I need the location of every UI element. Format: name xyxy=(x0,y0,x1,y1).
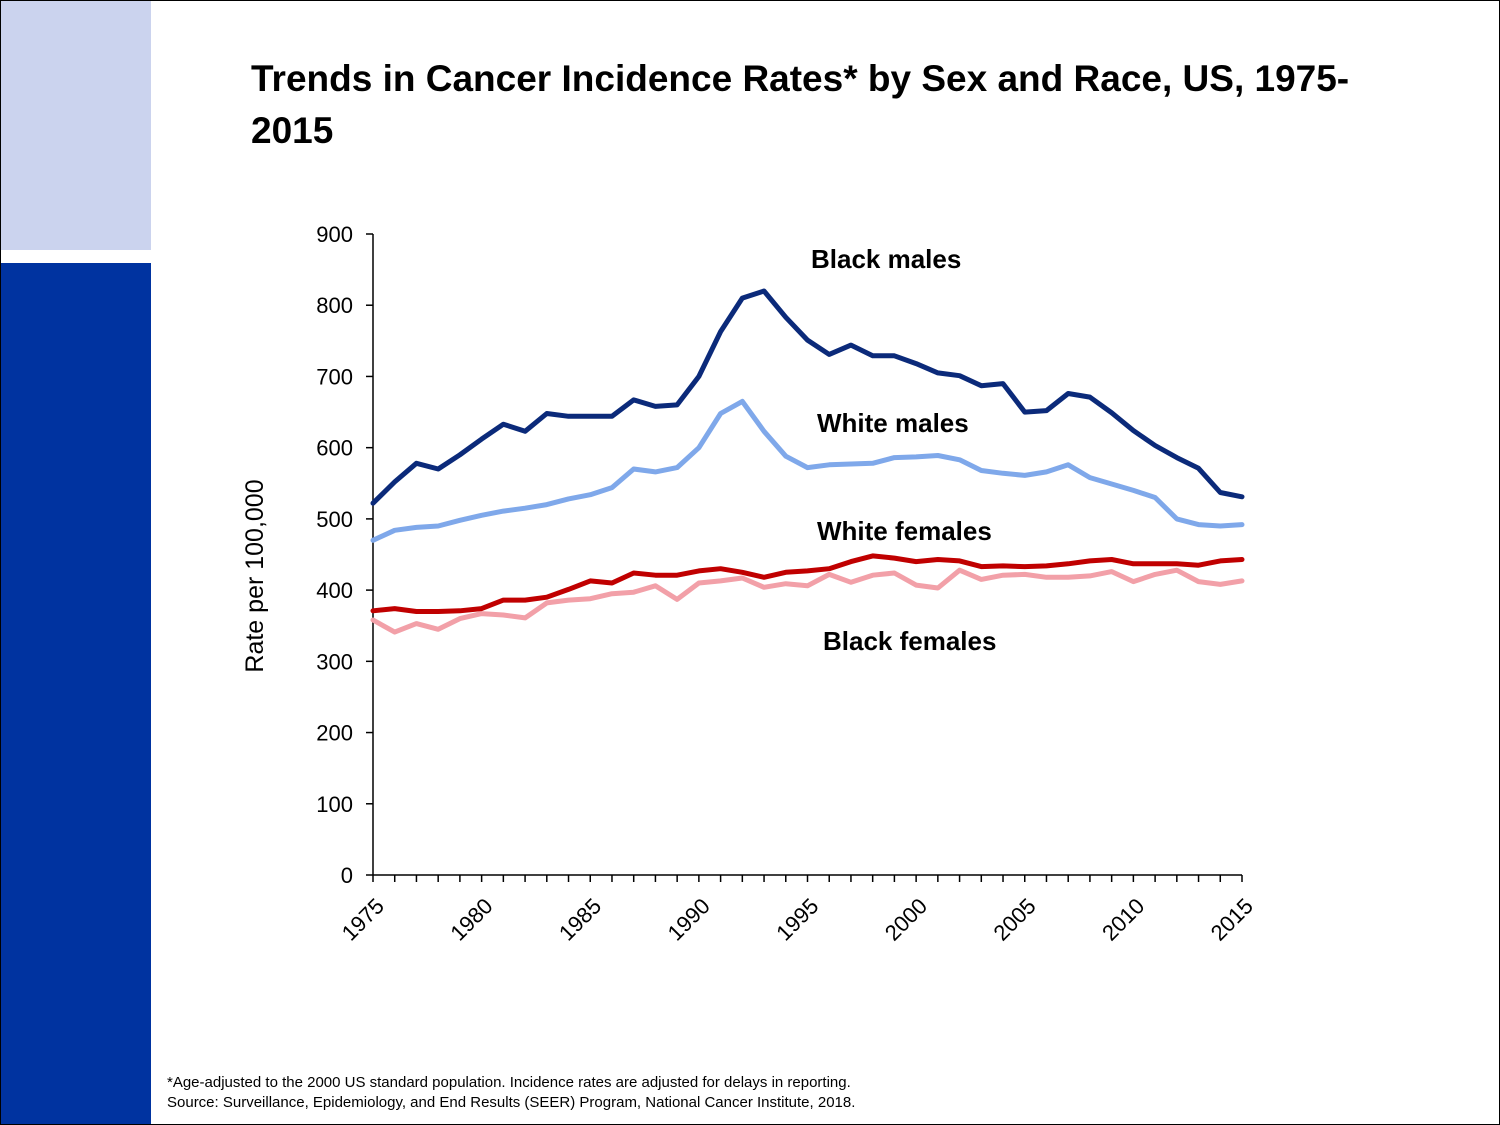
footnote-source: Source: Surveillance, Epidemiology, and … xyxy=(167,1094,856,1111)
y-tick-label: 600 xyxy=(316,436,353,461)
x-tick-label: 1995 xyxy=(771,893,823,945)
x-tick-label: 1985 xyxy=(554,893,606,945)
y-tick-label: 700 xyxy=(316,364,353,389)
series-line-black-males xyxy=(370,288,1245,506)
footnote: *Age-adjusted to the 2000 US standard po… xyxy=(167,1073,855,1113)
annotation-white-males: White males xyxy=(817,408,969,438)
y-tick-label: 500 xyxy=(316,507,353,532)
series-line-white-females xyxy=(370,553,1245,614)
x-tick-label: 2015 xyxy=(1206,893,1258,945)
decorative-band-light xyxy=(1,1,151,250)
footnote-note: *Age-adjusted to the 2000 US standard po… xyxy=(167,1074,851,1091)
x-tick-label: 1975 xyxy=(337,893,389,945)
y-tick-label: 300 xyxy=(316,649,353,674)
annotation-white-females: White females xyxy=(817,516,992,546)
series-line-white-males xyxy=(370,398,1245,543)
y-tick-label: 400 xyxy=(316,578,353,603)
x-tick-label: 1990 xyxy=(663,893,715,945)
y-tick-label: 800 xyxy=(316,293,353,318)
x-tick-label: 2000 xyxy=(880,893,932,945)
chart-series xyxy=(370,288,1245,635)
line-chart: 0 100 200 300 400 500 600 700 800 900 1975 1980 1985… xyxy=(241,222,1258,946)
y-tick-label: 100 xyxy=(316,792,353,817)
annotation-black-females: Black females xyxy=(823,626,996,656)
chart-title: Trends in Cancer Incidence Rates* by Sex… xyxy=(251,58,1350,151)
chart-annotations: Black males White males White females Black… xyxy=(811,244,996,656)
annotation-black-males: Black males xyxy=(811,244,961,274)
y-tick-label: 900 xyxy=(316,222,353,247)
y-tick-label: 200 xyxy=(316,721,353,746)
series-line-black-females xyxy=(370,567,1245,635)
decorative-band-dark xyxy=(1,263,151,1124)
x-tick-label: 1980 xyxy=(445,893,497,945)
y-tick-label: 0 xyxy=(341,863,353,888)
x-tick-label: 2010 xyxy=(1097,893,1149,945)
y-axis-label: Rate per 100,000 xyxy=(241,479,269,672)
chart-axes: 0 100 200 300 400 500 600 700 800 900 1975 1980 1985… xyxy=(316,222,1258,946)
x-tick-label: 2005 xyxy=(988,893,1040,945)
